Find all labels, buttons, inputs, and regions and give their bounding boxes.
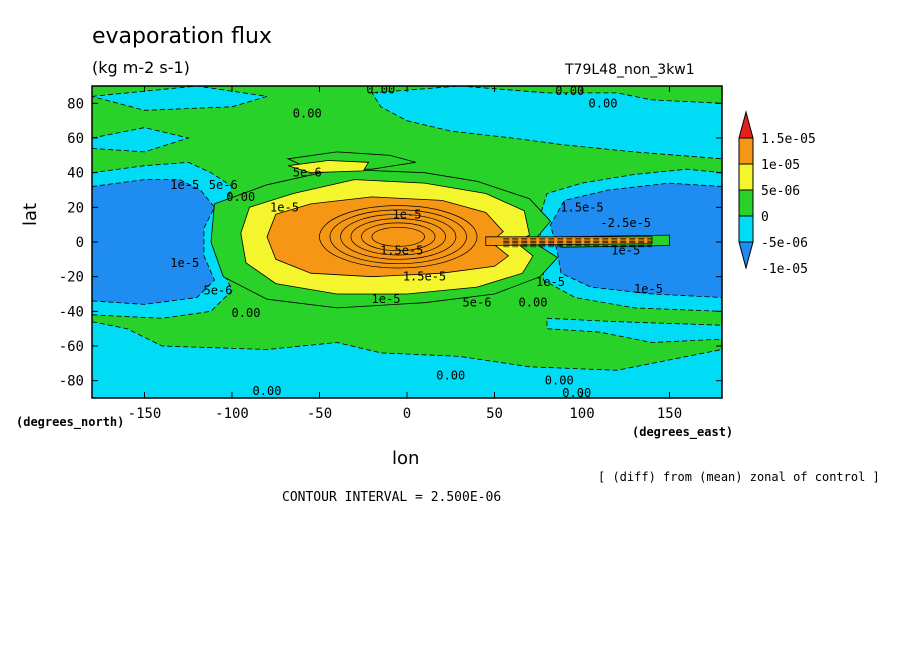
colorbar-label-5: -1e-05 xyxy=(761,262,808,277)
contour-label-4: 5e-6 xyxy=(293,166,322,180)
core-contour-3 xyxy=(350,218,446,256)
x-tick-label-2: -50 xyxy=(307,406,332,422)
anomaly-region-9 xyxy=(92,86,268,111)
contour-label-7: 0.00 xyxy=(226,190,255,204)
x-tick-label-5: 100 xyxy=(569,406,594,422)
colorbar-label-1: 1e-05 xyxy=(761,158,800,173)
colorbar-label-4: -5e-06 xyxy=(761,236,808,251)
contour-label-12: 1.5e-5 xyxy=(380,244,423,258)
anomaly-region-13 xyxy=(546,317,722,343)
colorbar-label-0: 1.5e-05 xyxy=(761,132,816,147)
contour-label-19: 1e-5 xyxy=(372,292,401,306)
y-units-label: (degrees_north) xyxy=(16,415,125,429)
anomaly-region-4 xyxy=(266,196,510,278)
y-tick-label-8: 80 xyxy=(67,96,84,112)
colorbar-box-1 xyxy=(738,163,754,191)
colorbar-box-0 xyxy=(738,137,754,165)
contour-interval: CONTOUR INTERVAL = 2.500E-06 xyxy=(282,490,502,505)
x-units-label: (degrees_east) xyxy=(632,425,734,439)
contour-label-3: 0.00 xyxy=(293,107,322,121)
colorbar-triangle-top xyxy=(738,110,754,139)
x-tick-label-0: -150 xyxy=(128,406,162,422)
contour-label-10: 1.5e-5 xyxy=(560,200,603,214)
contour-label-22: 0.00 xyxy=(232,306,261,320)
contour-label-17: 5e-6 xyxy=(204,284,233,298)
y-tick-label-2: -40 xyxy=(59,304,84,320)
colorbar-triangle-bottom xyxy=(738,241,754,270)
contour-label-16: 1e-5 xyxy=(536,275,565,289)
contour-label-2: 0.00 xyxy=(589,96,618,110)
contour-label-23: 0.00 xyxy=(436,368,465,382)
core-contour-5 xyxy=(371,226,425,247)
y-tick-label-6: 40 xyxy=(67,166,84,182)
contour-label-14: 1e-5 xyxy=(170,256,199,270)
colorbar-box-2 xyxy=(738,189,754,217)
core-contour-0 xyxy=(319,205,478,269)
x-tick-label-6: 150 xyxy=(657,406,682,422)
y-tick-label-1: -60 xyxy=(59,339,84,355)
x-tick-label-3: 0 xyxy=(403,406,411,422)
x-tick-label-4: 50 xyxy=(486,406,503,422)
contour-label-26: 0.00 xyxy=(562,386,591,400)
contour-label-11: -2.5e-5 xyxy=(600,216,651,230)
contour-label-21: 0.00 xyxy=(519,296,548,310)
core-contour-1 xyxy=(329,209,467,265)
x-tick-label-1: -100 xyxy=(215,406,249,422)
experiment-label: T79L48_non_3kw1 xyxy=(565,62,695,78)
chart-title: evaporation flux xyxy=(92,24,272,49)
contour-label-20: 5e-6 xyxy=(463,296,492,310)
core-contour-2 xyxy=(340,213,457,260)
contour-label-8: 1e-5 xyxy=(270,200,299,214)
core-contour-4 xyxy=(361,222,436,252)
y-tick-label-5: 20 xyxy=(67,200,84,216)
contour-label-18: 1e-5 xyxy=(634,282,663,296)
contour-label-24: 0.00 xyxy=(545,374,574,388)
contour-label-0: 0.00 xyxy=(366,82,395,96)
y-tick-label-3: -20 xyxy=(59,270,84,286)
anomaly-region-11 xyxy=(371,86,722,160)
difference-note: [ (diff) from (mean) zonal of control ] xyxy=(598,470,880,484)
anomaly-region-12 xyxy=(92,321,722,398)
anomaly-region-10 xyxy=(92,127,190,153)
y-tick-label-0: -80 xyxy=(59,374,84,390)
x-axis-label: lon xyxy=(392,448,420,469)
contour-label-25: 0.00 xyxy=(253,384,282,398)
contour-label-9: 1e-5 xyxy=(393,207,422,221)
contour-label-15: 1.5e-5 xyxy=(403,270,446,284)
chart-units: (kg m-2 s-1) xyxy=(92,58,190,77)
contour-label-1: 0.00 xyxy=(555,84,584,98)
contour-label-5: 1e-5 xyxy=(170,178,199,192)
y-axis-label: lat xyxy=(20,202,41,226)
colorbar-label-2: 5e-06 xyxy=(761,184,800,199)
y-tick-label-7: 60 xyxy=(67,131,84,147)
contour-label-6: 5e-6 xyxy=(209,178,238,192)
anomaly-region-14 xyxy=(92,179,215,305)
contour-label-13: 1e-5 xyxy=(611,244,640,258)
colorbar-label-3: 0 xyxy=(761,210,769,225)
anomaly-region-3 xyxy=(287,160,370,174)
colorbar-box-3 xyxy=(738,215,754,243)
y-tick-label-4: 0 xyxy=(76,235,84,251)
